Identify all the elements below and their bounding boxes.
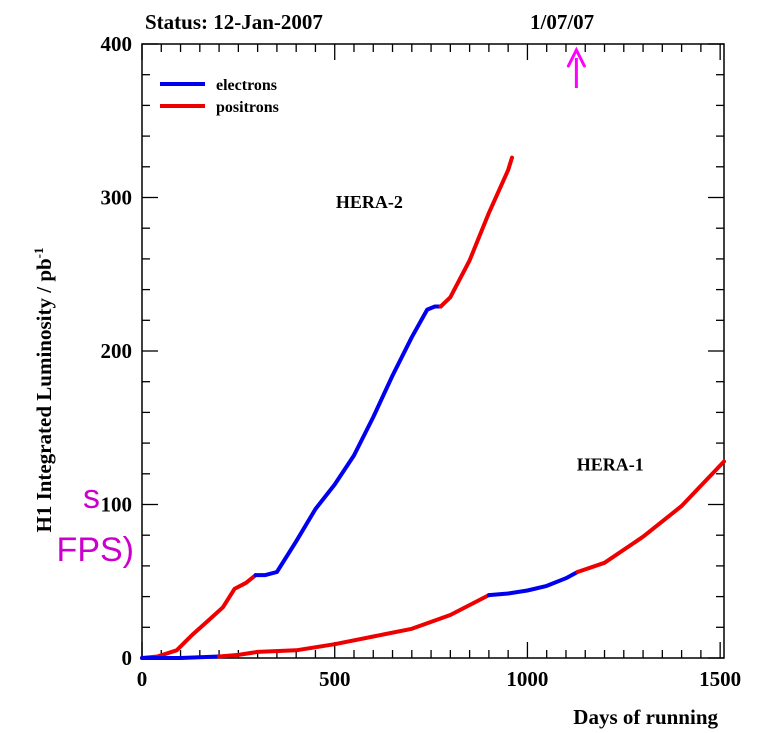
curve-hera-1-positrons-segment xyxy=(217,593,491,659)
date-marker xyxy=(566,46,586,88)
y-tick-label: 100 xyxy=(101,493,133,517)
legend: electrons positrons xyxy=(160,77,279,116)
side-text-line-2: FPS) xyxy=(57,531,134,569)
y-tick-label: 0 xyxy=(122,646,133,670)
y-tick-label: 200 xyxy=(101,339,133,363)
annotation-hera-2: HERA-2 xyxy=(336,192,403,212)
x-tick-label: 1500 xyxy=(699,667,741,691)
marker-date-label: 1/07/07 xyxy=(530,10,594,34)
x-tick-label: 500 xyxy=(319,667,351,691)
y-axis-title-main: H1 Integrated Luminosity / pb xyxy=(32,258,56,532)
curve-hera-1-electrons-segment xyxy=(140,654,222,660)
axis-ticks xyxy=(141,43,724,659)
curves xyxy=(140,155,726,660)
y-tick-label: 300 xyxy=(101,186,133,210)
curve-hera-2-positrons-segment xyxy=(140,573,258,660)
annotation-hera-1: HERA-1 xyxy=(577,455,644,475)
tick-labels: 0 500 1000 1500 0 100 200 300 400 xyxy=(101,32,742,691)
curve-hera-1-electrons-segment xyxy=(486,570,580,598)
curve-hera-1-positrons-segment xyxy=(575,459,726,574)
curve-hera-2-electrons-segment xyxy=(253,304,443,578)
plot-frame xyxy=(141,43,725,659)
status-label: Status: 12-Jan-2007 xyxy=(145,10,323,34)
marker-arrow-head xyxy=(566,46,586,68)
y-tick-label: 400 xyxy=(101,32,133,56)
x-axis-title: Days of running xyxy=(573,705,718,729)
y-axis-title-superscript: -1 xyxy=(31,247,46,258)
curve-hera-2-positrons-segment xyxy=(438,155,514,309)
legend-label-positrons: positrons xyxy=(216,99,279,116)
legend-label-electrons: electrons xyxy=(216,77,277,94)
x-tick-label: 1000 xyxy=(506,667,548,691)
side-text-line-1: s xyxy=(83,478,100,516)
y-axis-title: H1 Integrated Luminosity / pb-1 xyxy=(31,247,56,532)
x-tick-label: 0 xyxy=(137,667,148,691)
